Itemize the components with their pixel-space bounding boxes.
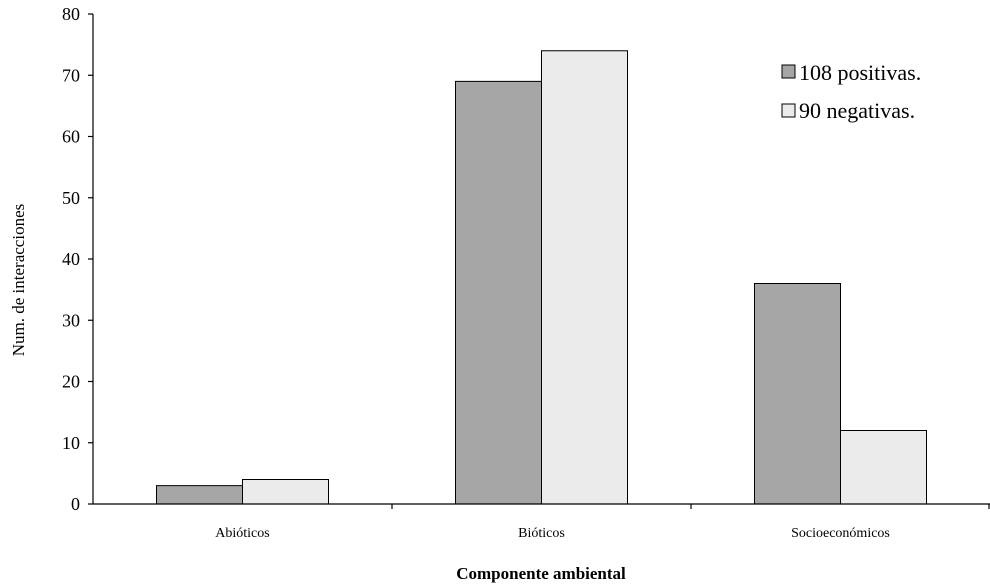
bar-positivas-0 xyxy=(156,485,243,505)
y-tick-label-0: 0 xyxy=(71,494,80,514)
legend: 108 positivas. 90 negativas. xyxy=(781,60,921,123)
x-axis-title: Componente ambiental xyxy=(456,564,626,583)
y-tick-label-80: 80 xyxy=(62,4,80,24)
bar-positivas-2 xyxy=(754,283,841,505)
x-tick-label-0: Abióticos xyxy=(215,526,269,541)
y-tick-label-20: 20 xyxy=(62,372,80,392)
legend-label-positivas: 108 positivas. xyxy=(799,60,921,85)
bars-group xyxy=(156,50,927,505)
bar-positivas-1 xyxy=(455,80,542,505)
y-axis: 0 10 20 30 40 50 60 70 80 xyxy=(62,4,94,514)
y-tick-label-40: 40 xyxy=(62,249,80,269)
bar-negativas-0 xyxy=(242,479,329,505)
x-axis: Abióticos Bióticos Socioeconómicos xyxy=(93,503,990,541)
legend-swatch-positivas xyxy=(781,64,796,79)
y-tick-label-70: 70 xyxy=(62,65,80,85)
x-tick-label-2: Socioeconómicos xyxy=(791,526,890,541)
y-tick-label-30: 30 xyxy=(62,310,80,330)
y-tick-label-10: 10 xyxy=(62,433,80,453)
x-tick-label-1: Bióticos xyxy=(518,526,565,541)
y-tick-label-50: 50 xyxy=(62,188,80,208)
legend-swatch-negativas xyxy=(781,103,796,118)
y-axis-title: Num. de interacciones xyxy=(9,204,28,356)
y-tick-label-60: 60 xyxy=(62,127,80,147)
legend-label-negativas: 90 negativas. xyxy=(799,98,915,123)
bar-negativas-2 xyxy=(840,430,927,505)
bar-negativas-1 xyxy=(541,50,628,505)
